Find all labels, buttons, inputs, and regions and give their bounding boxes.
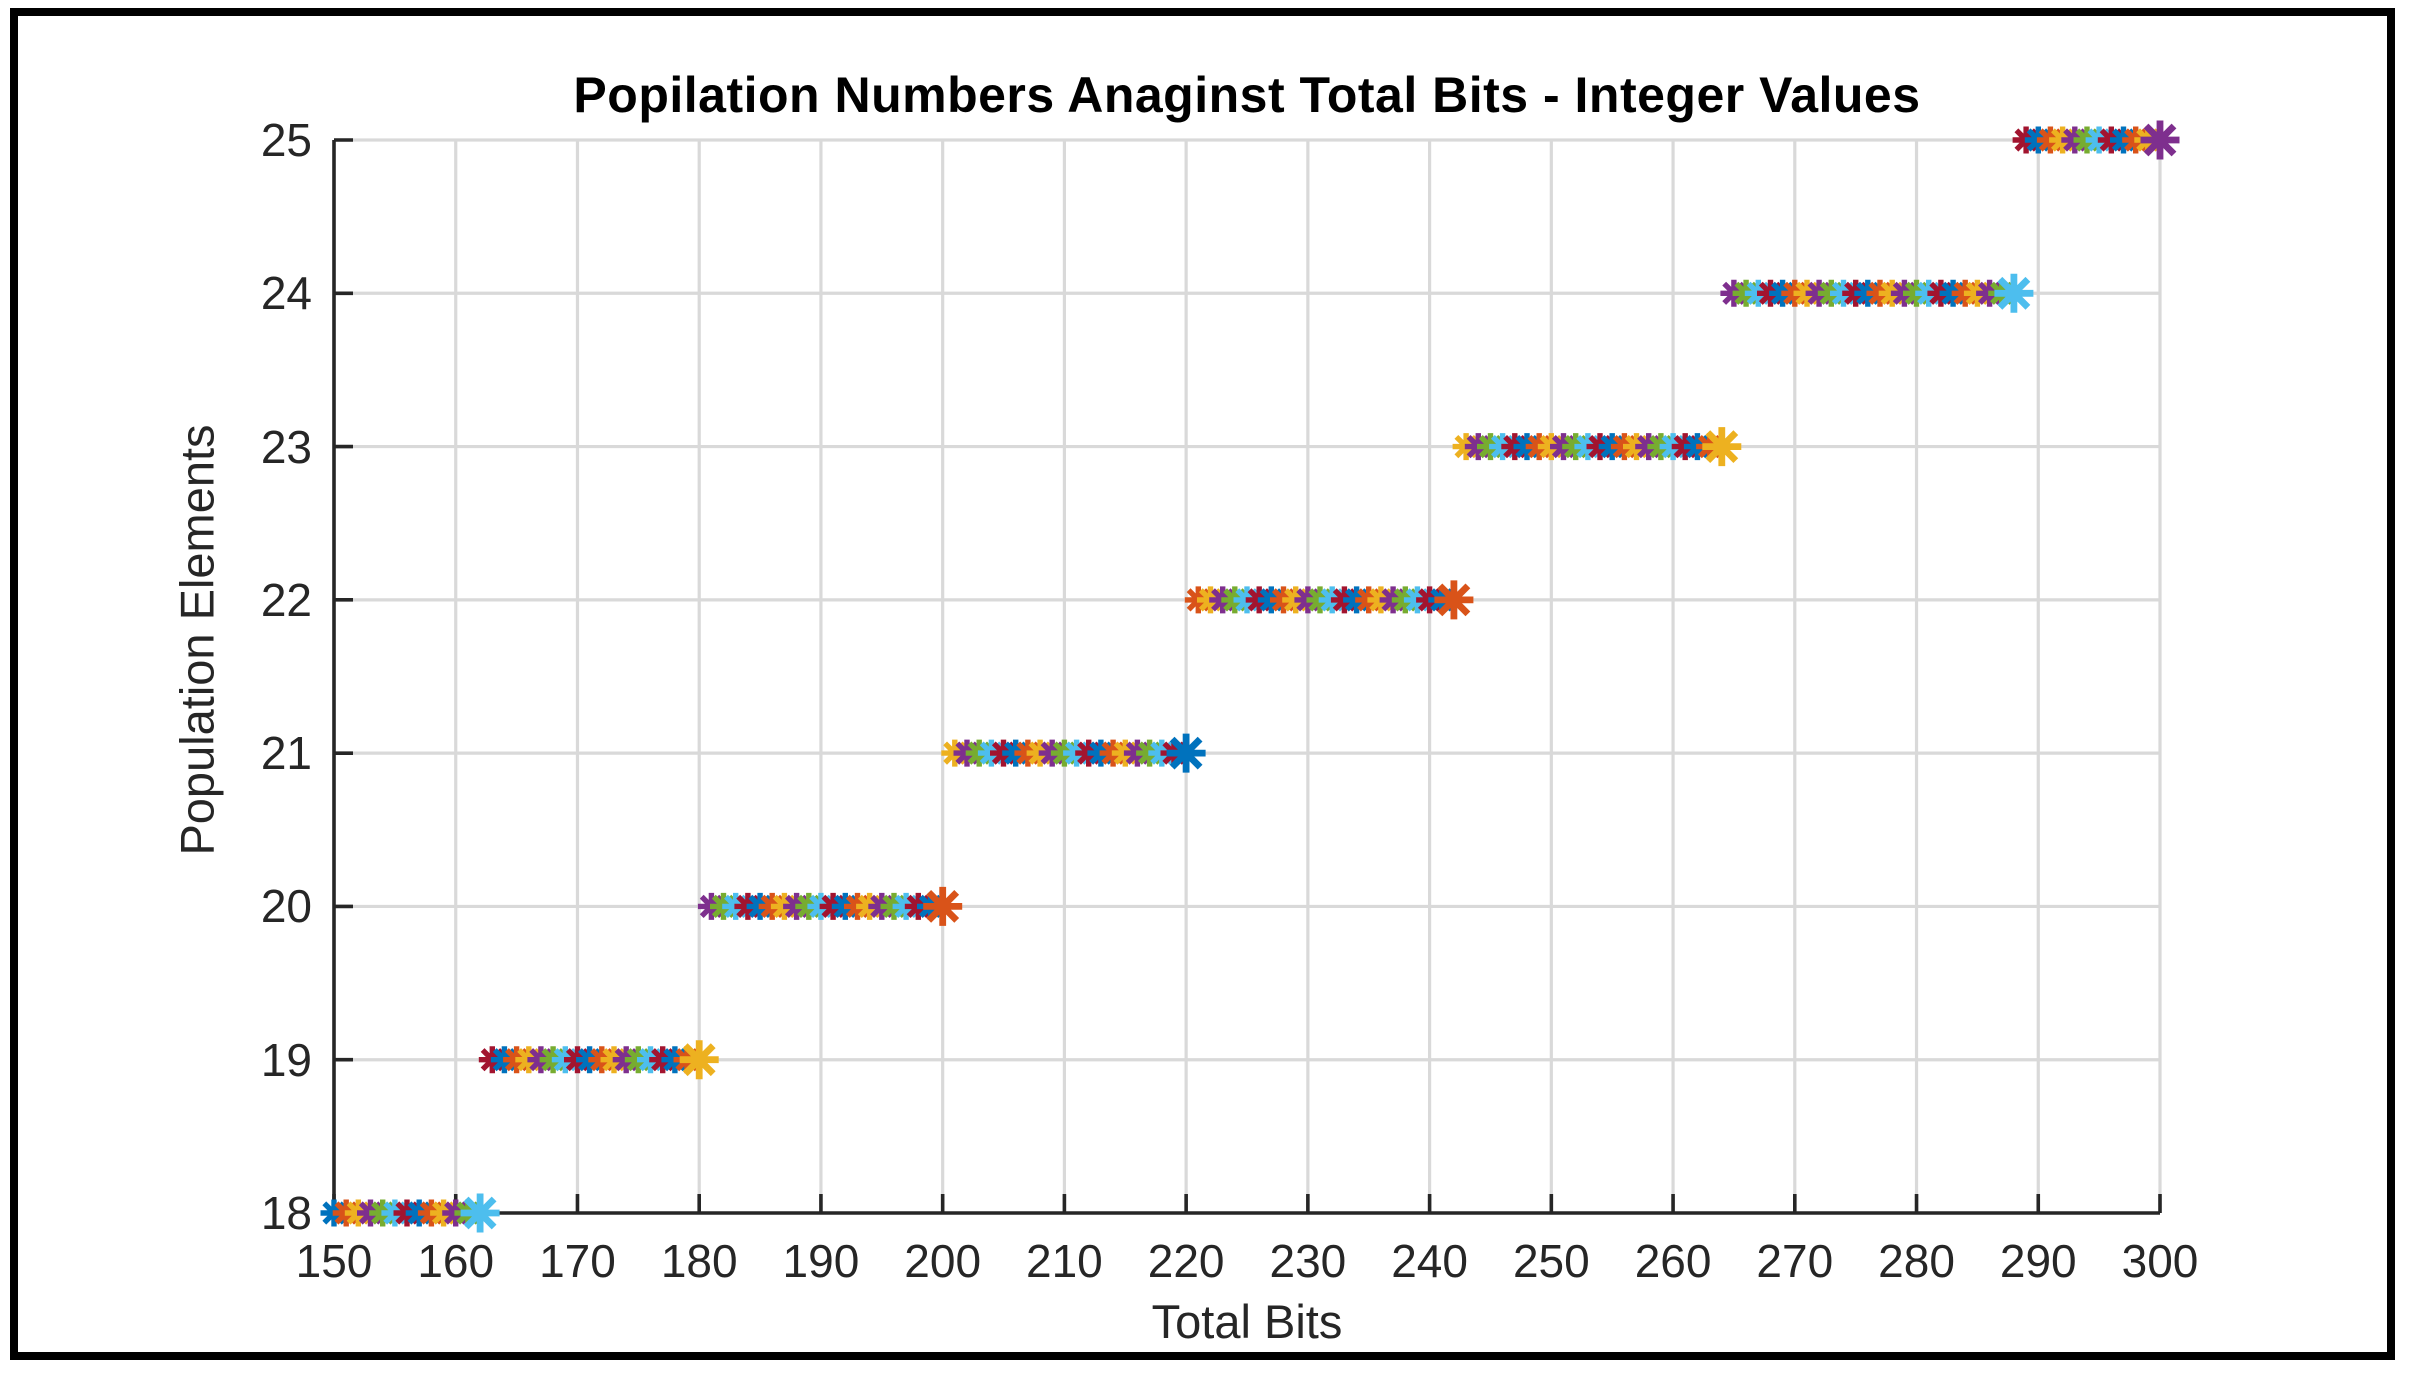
x-tick-label: 210	[1026, 1235, 1103, 1287]
x-tick-label: 240	[1391, 1235, 1468, 1287]
data-point-marker	[460, 1193, 500, 1233]
x-tick-label: 230	[1269, 1235, 1347, 1287]
x-tick-label: 270	[1756, 1235, 1834, 1287]
x-tick-label: 280	[1878, 1235, 1955, 1287]
y-tick-label: 25	[260, 114, 312, 166]
y-tick-label: 22	[260, 573, 312, 626]
data-point-marker	[1166, 733, 1206, 773]
x-tick-label: 150	[295, 1235, 373, 1287]
data-point-marker	[1994, 273, 2034, 313]
y-tick-label: 20	[260, 880, 312, 933]
x-tick-label: 250	[1512, 1235, 1590, 1287]
chart-title: Popilation Numbers Anaginst Total Bits -…	[573, 67, 1921, 123]
axis-layer	[332, 138, 2162, 1215]
x-tick-label: 260	[1634, 1235, 1712, 1287]
data-point-marker	[679, 1040, 719, 1080]
x-axis-title: Total Bits	[1151, 1295, 1343, 1348]
y-tick-label: 24	[260, 267, 312, 320]
x-tick-label: 160	[417, 1235, 495, 1287]
y-tick-label: 21	[260, 727, 312, 780]
data-point-marker	[1434, 580, 1474, 620]
data-point-layer	[320, 120, 2180, 1233]
x-tick-label: 180	[660, 1235, 738, 1287]
x-tick-label: 290	[1999, 1235, 2077, 1287]
x-tick-label: 300	[2121, 1235, 2199, 1287]
x-tick-label: 170	[539, 1235, 616, 1287]
x-tick-label: 190	[782, 1235, 860, 1287]
y-tick-label: 18	[260, 1187, 312, 1239]
y-tick-label: 23	[260, 420, 312, 473]
data-point-marker	[1702, 427, 1742, 467]
data-point-marker	[923, 886, 963, 926]
y-tick-label: 19	[260, 1033, 312, 1086]
y-axis-title: Population Elements	[170, 424, 224, 856]
data-point-marker	[2140, 120, 2180, 160]
figure-border	[10, 8, 2395, 1360]
x-tick-label: 220	[1147, 1235, 1225, 1287]
x-tick-label: 200	[904, 1235, 982, 1287]
